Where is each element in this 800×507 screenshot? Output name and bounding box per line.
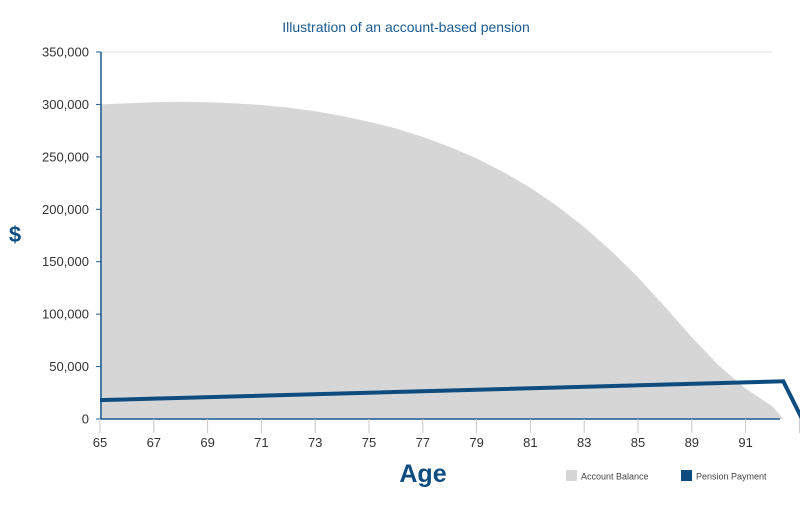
x-tick-label: 85 bbox=[631, 435, 645, 450]
x-tick-label: 69 bbox=[200, 435, 214, 450]
legend: Account Balance Pension Payment bbox=[566, 470, 767, 482]
area-account-balance bbox=[100, 101, 784, 420]
x-tick-label: 65 bbox=[93, 435, 107, 450]
y-tick-label: 250,000 bbox=[42, 149, 89, 164]
axes bbox=[96, 51, 800, 433]
y-tick-label: 300,000 bbox=[42, 97, 89, 112]
legend-item: Account Balance bbox=[566, 470, 649, 482]
legend-swatch bbox=[681, 470, 692, 481]
line-series bbox=[99, 379, 800, 420]
x-tick-label: 89 bbox=[685, 435, 699, 450]
x-tick-label: 71 bbox=[254, 435, 268, 450]
y-tick-labels: 0 50,000 100,000 150,000 200,000 250,000 300,0… bbox=[42, 45, 89, 427]
y-tick-label: 100,000 bbox=[42, 307, 89, 322]
area-series bbox=[100, 101, 784, 420]
line-pension-payment bbox=[99, 379, 800, 420]
y-axis-label: $ bbox=[9, 222, 21, 247]
chart-title: Illustration of an account-based pension bbox=[282, 19, 530, 35]
x-tick-label: 81 bbox=[523, 435, 537, 450]
x-tick-label: 73 bbox=[308, 435, 322, 450]
x-axis-label: Age bbox=[399, 460, 446, 488]
x-tick-label: 75 bbox=[362, 435, 376, 450]
x-tick-label: 67 bbox=[147, 435, 161, 450]
x-tick-label: 77 bbox=[416, 435, 430, 450]
y-tick-label: 150,000 bbox=[42, 254, 89, 269]
x-tick-label: 79 bbox=[469, 435, 483, 450]
y-tick-label: 0 bbox=[82, 412, 89, 427]
legend-label: Account Balance bbox=[581, 472, 649, 482]
legend-swatch bbox=[566, 470, 577, 481]
y-tick-label: 200,000 bbox=[42, 202, 89, 217]
x-tick-labels: 65 67 69 71 73 75 77 79 81 83 85 89 91 bbox=[93, 435, 753, 450]
y-tick-label: 350,000 bbox=[42, 45, 89, 60]
x-tick-label: 83 bbox=[577, 435, 591, 450]
legend-label: Pension Payment bbox=[696, 472, 767, 482]
x-tick-label: 91 bbox=[738, 435, 752, 450]
legend-item: Pension Payment bbox=[681, 470, 767, 482]
y-tick-label: 50,000 bbox=[49, 359, 89, 374]
